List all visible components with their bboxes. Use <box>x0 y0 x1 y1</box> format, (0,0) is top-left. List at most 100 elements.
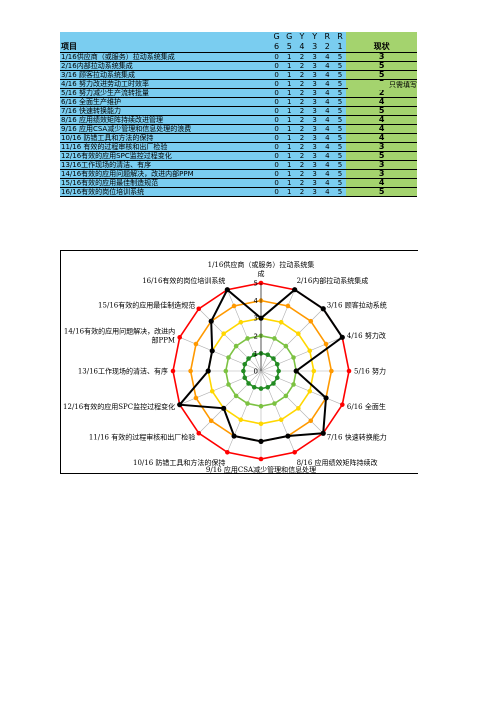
radar-axis-label: 15/16有效的应用最佳制造规范 <box>98 301 195 310</box>
row-score-option: 2 <box>295 61 309 71</box>
radar-axis-label: 16/16有效的岗位培训系统 <box>142 276 225 285</box>
table-row: 3/16 顾客拉动系统集成 0 1 2 3 4 5 5 <box>60 70 417 80</box>
radar-ring-marker <box>233 343 239 349</box>
row-score-option: 1 <box>282 160 296 170</box>
row-item-name: 6/16 全面生产维护 <box>60 97 271 107</box>
radar-ring-marker <box>238 319 244 325</box>
radar-spoke <box>198 370 262 434</box>
header-grade: R <box>320 32 334 42</box>
row-score-option: 0 <box>270 151 283 161</box>
radar-ring-marker <box>258 403 264 409</box>
row-score-option: 1 <box>282 187 296 197</box>
header-blank <box>346 32 417 42</box>
row-score-option: 1 <box>282 142 296 152</box>
row-status: 3 <box>346 52 417 62</box>
row-score-option: 5 <box>333 151 347 161</box>
radar-spoke <box>260 370 324 434</box>
radar-ring-marker <box>274 375 280 381</box>
radar-ring-marker <box>278 417 284 423</box>
radar-ring-marker <box>307 388 313 394</box>
row-score-option: 3 <box>308 61 321 71</box>
row-score-option: 4 <box>320 79 334 89</box>
row-score-option: 3 <box>308 178 321 188</box>
row-status: 5 <box>346 187 417 197</box>
radar-ring-marker <box>226 355 231 360</box>
row-score-option: 2 <box>295 169 309 179</box>
radar-ring-marker <box>272 336 277 341</box>
row-score-option: 1 <box>282 178 296 188</box>
row-item-name: 5/16 努力减少生产流转批量 <box>60 88 271 98</box>
row-status: 4 <box>346 97 417 107</box>
row-score-option: 4 <box>320 169 334 179</box>
row-score-option: 5 <box>333 79 347 89</box>
row-status: 5 <box>346 151 417 161</box>
row-score-option: 2 <box>295 115 309 125</box>
header-level: 3 <box>308 42 321 53</box>
radar-ring-marker <box>271 356 276 361</box>
radar-series-point <box>293 368 299 374</box>
row-score-option: 5 <box>333 133 347 143</box>
row-score-option: 2 <box>295 52 309 62</box>
row-score-option: 2 <box>295 160 309 170</box>
row-score-option: 4 <box>320 124 334 134</box>
radar-axis-label: 1/16供应商（或服务）拉动系统集成 <box>208 260 315 278</box>
row-score-option: 3 <box>308 70 321 80</box>
row-score-option: 2 <box>295 142 309 152</box>
radar-ring-marker <box>265 352 271 358</box>
radar-ring-marker <box>196 306 202 312</box>
row-score-option: 4 <box>320 106 334 116</box>
table-row: 12/16有效的应用SPC监控过程变化 0 1 2 3 4 5 5 <box>60 151 417 161</box>
row-score-option: 1 <box>282 88 296 98</box>
row-score-option: 4 <box>320 115 334 125</box>
row-score-option: 5 <box>333 142 347 152</box>
row-status: 3 <box>346 169 417 179</box>
radar-ring-marker <box>307 348 313 354</box>
radar-ring-marker <box>251 384 257 390</box>
radar-spoke <box>260 337 343 372</box>
header-level: 6 <box>270 42 283 53</box>
table-row: 7/16 快速转换能力 0 1 2 3 4 5 5 <box>60 106 417 116</box>
radar-ring-marker <box>258 421 264 427</box>
radar-axis-label: 14/16有效的应用问题解决，改进内部PPM <box>64 326 175 344</box>
row-item-name: 14/16有效的应用问题解决，改进内部PPM <box>60 169 271 179</box>
row-score-option: 0 <box>270 52 283 62</box>
row-status: 4 <box>346 133 417 143</box>
radar-spoke <box>179 337 262 372</box>
row-score-option: 3 <box>308 169 321 179</box>
radar-series-point <box>258 315 264 321</box>
row-score-option: 0 <box>270 97 283 107</box>
row-score-option: 1 <box>282 52 296 62</box>
row-status: 2 <box>346 88 417 98</box>
row-score-option: 1 <box>282 106 296 116</box>
radar-axis-label: 8/16 应用绩效矩阵持续改 <box>297 458 378 467</box>
row-item-name: 2/16内部拉动系统集成 <box>60 61 271 71</box>
row-status: 5 <box>346 61 417 71</box>
row-item-name: 7/16 快速转换能力 <box>60 106 271 116</box>
radar-axis-label: 9/16 应用CSA减少管理和信息处理的浪费 <box>206 465 316 473</box>
radar-axis-label: 4/16 努力改 <box>347 331 386 340</box>
row-score-option: 0 <box>270 178 283 188</box>
row-score-option: 5 <box>333 178 347 188</box>
row-score-option: 5 <box>333 52 347 62</box>
radar-axis-label: 6/16 全面生 <box>347 402 386 411</box>
radar-ring-marker <box>209 388 215 394</box>
radar-ring-marker <box>311 368 317 374</box>
row-score-option: 5 <box>333 88 347 98</box>
radar-series-point <box>292 287 298 293</box>
radar-ring-marker <box>225 450 230 455</box>
row-score-option: 4 <box>320 133 334 143</box>
radar-series-point <box>323 395 329 401</box>
header-grade: R <box>333 32 347 42</box>
radar-ring-marker <box>241 368 246 374</box>
table-row: 10/16 防错工具和方法的保持 0 1 2 3 4 5 4 <box>60 133 417 143</box>
row-score-option: 3 <box>308 106 321 116</box>
row-score-option: 5 <box>333 160 347 170</box>
row-score-option: 5 <box>333 169 347 179</box>
row-score-option: 5 <box>333 97 347 107</box>
radar-ring-marker <box>238 417 244 423</box>
radar-spoke <box>227 289 262 372</box>
row-score-option: 4 <box>320 88 334 98</box>
row-item-name: 4/16 努力改进劳动工时效率 <box>60 79 271 89</box>
row-score-option: 4 <box>320 70 334 80</box>
header-item: 项目 <box>60 42 271 53</box>
